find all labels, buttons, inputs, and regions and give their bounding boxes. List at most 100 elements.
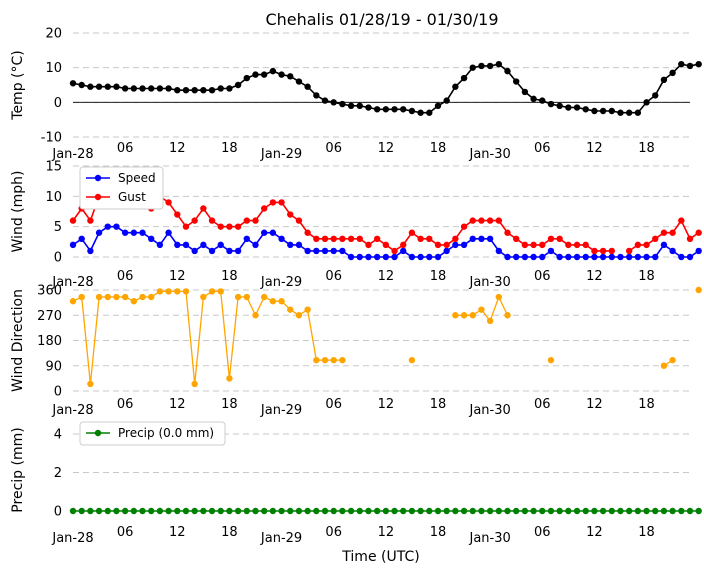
data-point-temperature — [78, 81, 85, 89]
data-point-wind — [295, 217, 303, 224]
data-point-temperature — [104, 83, 111, 90]
data-point-wind — [165, 229, 172, 236]
data-point-wind — [643, 241, 650, 249]
data-point-precip — [113, 507, 120, 515]
legend-label: Precip (0.0 mm) — [118, 426, 214, 440]
data-point-wind_direction — [269, 298, 277, 305]
series-line-wind_direction-direction — [72, 290, 343, 385]
data-point-wind — [686, 235, 694, 242]
data-point-precip — [200, 507, 207, 515]
data-point-temperature — [69, 80, 77, 87]
data-point-wind_direction — [495, 293, 503, 301]
data-point-wind — [234, 247, 242, 255]
data-point-precip — [226, 507, 233, 515]
data-point-wind — [478, 217, 485, 224]
data-point-precip — [269, 507, 277, 515]
data-point-temperature — [226, 85, 233, 92]
data-point-wind — [234, 223, 242, 230]
data-point-temperature — [295, 78, 303, 85]
data-point-wind — [652, 253, 659, 261]
data-point-wind — [460, 241, 468, 249]
data-point-wind — [321, 247, 329, 255]
data-point-wind — [504, 229, 511, 236]
data-point-temperature — [582, 106, 589, 113]
y-tick-label-wind: 5 — [54, 220, 62, 235]
data-point-precip — [582, 507, 589, 515]
data-point-precip — [426, 507, 433, 515]
data-point-precip — [443, 507, 450, 515]
data-point-wind_direction — [113, 293, 120, 301]
data-point-wind — [434, 241, 442, 249]
x-tick-label: Jan-30 — [468, 275, 510, 290]
data-point-precip — [512, 507, 520, 515]
data-point-precip — [469, 507, 476, 515]
data-point-wind — [304, 247, 311, 255]
data-point-wind — [565, 241, 572, 249]
data-point-wind — [304, 229, 311, 236]
data-point-wind — [121, 229, 129, 236]
data-point-wind — [582, 253, 589, 261]
data-point-wind — [426, 253, 433, 261]
data-point-precip — [652, 507, 659, 515]
data-point-precip — [217, 507, 224, 515]
data-point-temperature — [504, 67, 511, 75]
x-tick-label: 18 — [430, 269, 447, 284]
data-point-precip — [78, 507, 85, 515]
data-point-precip — [278, 507, 285, 515]
data-point-wind — [495, 247, 503, 255]
x-tick-label: 18 — [430, 141, 447, 156]
data-point-wind — [252, 241, 259, 249]
data-point-precip — [417, 507, 424, 515]
data-point-wind — [669, 229, 676, 236]
data-point-precip — [287, 507, 294, 515]
data-point-temperature — [208, 87, 216, 94]
data-point-wind — [95, 229, 103, 236]
data-point-wind — [599, 247, 607, 255]
data-point-wind_direction — [339, 356, 346, 364]
data-point-precip — [174, 507, 181, 515]
data-point-temperature — [400, 106, 407, 113]
data-point-temperature — [417, 109, 424, 116]
data-point-wind — [556, 235, 563, 242]
data-point-wind_direction — [278, 298, 285, 305]
x-tick-label: 12 — [378, 141, 395, 156]
data-point-wind_direction — [321, 356, 329, 364]
data-point-precip — [539, 507, 546, 515]
x-tick-label: 18 — [221, 525, 238, 540]
data-point-wind — [434, 253, 442, 261]
data-point-temperature — [148, 85, 155, 92]
data-point-temperature — [243, 74, 251, 82]
data-point-temperature — [200, 87, 207, 94]
data-point-wind_direction — [330, 356, 337, 364]
data-point-wind_direction — [200, 293, 207, 301]
data-point-precip — [669, 507, 676, 515]
x-tick-label: Jan-29 — [260, 147, 302, 162]
data-point-temperature — [469, 64, 476, 71]
data-point-wind — [295, 241, 303, 249]
data-point-wind — [634, 241, 642, 249]
data-point-wind_direction — [104, 293, 111, 301]
chart-title: Chehalis 01/28/19 - 01/30/19 — [265, 10, 498, 29]
data-point-wind — [287, 241, 294, 249]
y-tick-label-precip: 4 — [54, 428, 62, 443]
data-point-wind — [269, 199, 277, 206]
data-point-precip — [617, 507, 624, 515]
data-point-wind_direction — [295, 312, 303, 319]
data-point-temperature — [321, 97, 329, 104]
data-point-precip — [260, 507, 268, 515]
data-point-wind — [373, 235, 381, 242]
data-point-wind — [530, 241, 537, 249]
x-tick-label: 06 — [534, 525, 551, 540]
data-point-temperature — [434, 102, 442, 110]
data-point-wind — [417, 235, 424, 242]
data-point-temperature — [156, 85, 164, 92]
data-point-wind — [426, 235, 433, 242]
data-point-precip — [400, 507, 407, 515]
legend-box-precip — [79, 421, 226, 446]
x-tick-label: 06 — [117, 141, 134, 156]
data-point-temperature — [339, 100, 346, 108]
data-point-wind — [591, 247, 598, 255]
data-point-precip — [339, 507, 346, 515]
data-point-temperature — [191, 87, 198, 94]
x-tick-label: 06 — [534, 397, 551, 412]
